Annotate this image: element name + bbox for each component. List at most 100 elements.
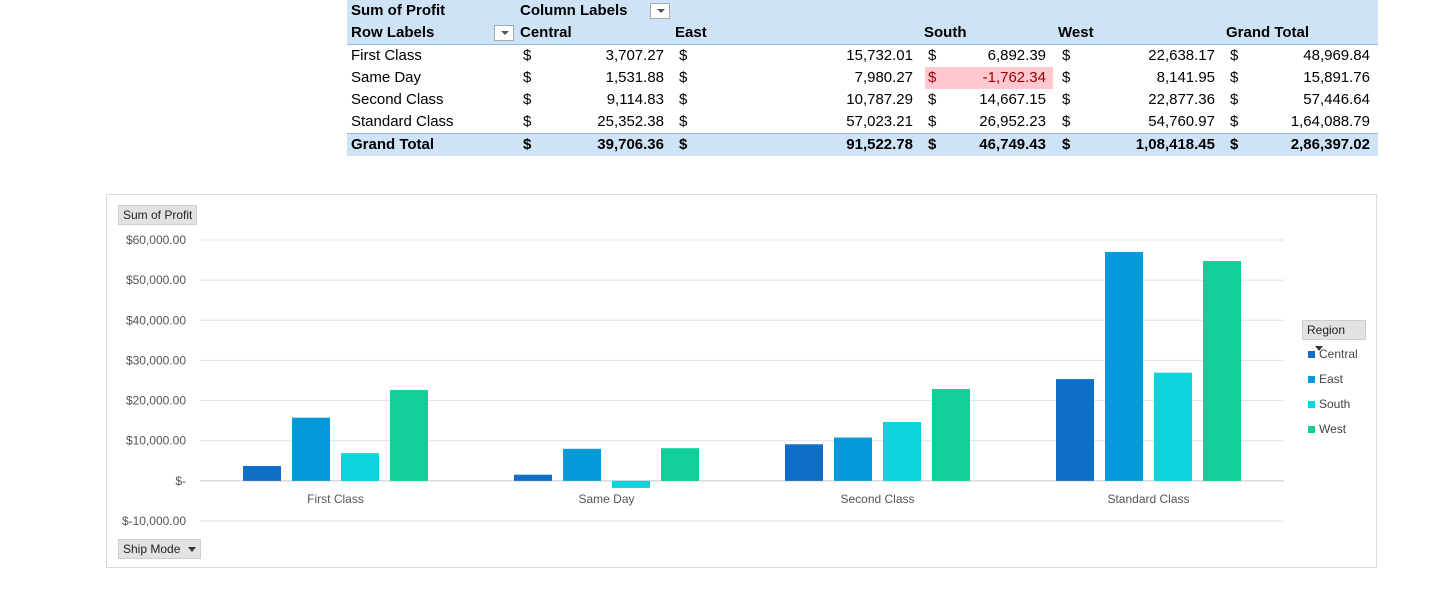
pivot-cell-value[interactable]: 22,638.17 <box>1148 47 1215 64</box>
column-header-south: South <box>924 24 967 41</box>
pivot-row-first-class-label: First Class <box>351 47 422 64</box>
legend-label: East <box>1319 372 1344 386</box>
currency-symbol: $ <box>928 47 937 64</box>
bar-south-same-day <box>612 480 650 488</box>
y-tick-label: $10,000.00 <box>126 434 186 448</box>
pivot-values-label: Sum of Profit <box>351 2 446 19</box>
currency-symbol: $ <box>679 91 688 108</box>
currency-symbol: $ <box>1062 136 1071 153</box>
sum-of-profit-field-button[interactable]: Sum of Profit <box>118 205 198 225</box>
currency-symbol: $ <box>928 69 937 86</box>
chevron-down-icon <box>1315 346 1323 352</box>
bar-west-same-day <box>661 448 699 481</box>
pivot-cell-value[interactable]: -1,762.34 <box>982 69 1046 86</box>
column-header-grand-total: Grand Total <box>1226 24 1310 41</box>
currency-symbol: $ <box>1062 69 1071 86</box>
currency-symbol: $ <box>1062 113 1071 130</box>
currency-symbol: $ <box>523 113 532 130</box>
pivot-cell-value[interactable]: 14,667.15 <box>979 91 1046 108</box>
bar-west-standard-class <box>1203 261 1241 481</box>
bar-south-second-class <box>883 421 921 481</box>
pivot-cell-value[interactable]: 57,023.21 <box>846 113 913 130</box>
pivot-cell-value[interactable]: 39,706.36 <box>597 136 664 153</box>
currency-symbol: $ <box>1062 47 1071 64</box>
column-labels-label: Column Labels <box>520 2 628 19</box>
pivot-table: Sum of Profit Column Labels Row Labels C… <box>347 0 1378 156</box>
pivot-row-second-class: Second Class $9,114.83 $10,787.29 $14,667.1… <box>347 89 1378 111</box>
ship-mode-field-button[interactable]: Ship Mode <box>118 539 202 559</box>
pivot-header-row-2: Row Labels Central East South West Grand… <box>347 22 1378 45</box>
currency-symbol: $ <box>679 136 688 153</box>
currency-symbol: $ <box>1230 91 1239 108</box>
chart-plot: $60,000.00 $50,000.00 $40,000.00 $30,000.00… <box>122 233 1284 528</box>
y-tick-label: $50,000.00 <box>126 273 186 287</box>
column-labels-filter-button[interactable] <box>650 3 670 19</box>
pivot-cell-value[interactable]: 1,64,088.79 <box>1290 113 1370 130</box>
bar-west-second-class <box>932 389 970 481</box>
pivot-cell-value[interactable]: 46,749.43 <box>979 136 1046 153</box>
pivot-row-same-day-label: Same Day <box>351 69 422 86</box>
bar-west-first-class <box>390 389 428 481</box>
currency-symbol: $ <box>1062 91 1071 108</box>
bar-south-first-class <box>341 453 379 481</box>
legend-item-central[interactable]: Central <box>1302 342 1366 367</box>
y-tick-label: $30,000.00 <box>126 353 186 367</box>
pivot-row-standard-class: Standard Class $25,352.38 $57,023.21 $26,95… <box>347 111 1378 133</box>
currency-symbol: $ <box>928 113 937 130</box>
pivot-cell-value[interactable]: 48,969.84 <box>1303 47 1370 64</box>
pivot-cell-value[interactable]: 91,522.78 <box>846 136 913 153</box>
y-tick-label: $60,000.00 <box>126 233 186 247</box>
pivot-cell-value[interactable]: 15,732.01 <box>846 47 913 64</box>
bar-east-second-class <box>834 437 872 481</box>
ship-mode-field-label: Ship Mode <box>123 542 181 556</box>
x-category-label: Standard Class <box>1107 492 1189 506</box>
legend-swatch <box>1308 351 1315 358</box>
column-header-central: Central <box>520 24 572 41</box>
pivot-cell-value[interactable]: 57,446.64 <box>1303 91 1370 108</box>
bar-central-standard-class <box>1056 379 1094 481</box>
y-tick-label: $-10,000.00 <box>122 514 186 528</box>
column-header-west: West <box>1058 24 1094 41</box>
pivot-cell-value[interactable]: 9,114.83 <box>606 91 664 108</box>
region-field-button[interactable]: Region <box>1302 320 1366 352</box>
legend-item-east[interactable]: East <box>1302 367 1366 392</box>
pivot-cell-value[interactable]: 2,86,397.02 <box>1290 136 1370 153</box>
currency-symbol: $ <box>928 136 937 153</box>
pivot-cell-value[interactable]: 15,891.76 <box>1303 69 1370 86</box>
bar-east-same-day <box>563 448 601 481</box>
pivot-cell-value[interactable]: 10,787.29 <box>846 91 913 108</box>
currency-symbol: $ <box>1230 69 1239 86</box>
pivot-grand-total-row-label: Grand Total <box>351 136 435 153</box>
legend-item-west[interactable]: West <box>1302 417 1366 442</box>
row-labels-filter-button[interactable] <box>494 25 514 41</box>
negative-value-highlight <box>925 67 1053 89</box>
currency-symbol: $ <box>1230 47 1239 64</box>
currency-symbol: $ <box>523 69 532 86</box>
pivot-cell-value[interactable]: 7,980.27 <box>854 69 913 86</box>
y-tick-label: $- <box>175 474 186 488</box>
y-tick-label: $40,000.00 <box>126 313 186 327</box>
currency-symbol: $ <box>1230 113 1239 130</box>
pivot-cell-value[interactable]: 1,531.88 <box>605 69 664 86</box>
legend-item-south[interactable]: South <box>1302 392 1366 417</box>
sum-of-profit-field-label: Sum of Profit <box>123 208 193 222</box>
currency-symbol: $ <box>679 47 688 64</box>
currency-symbol: $ <box>679 69 688 86</box>
currency-symbol: $ <box>1230 136 1239 153</box>
pivot-cell-value[interactable]: 25,352.38 <box>597 113 664 130</box>
currency-symbol: $ <box>928 91 937 108</box>
pivot-chart[interactable]: $60,000.00 $50,000.00 $40,000.00 $30,000.00… <box>106 194 1377 568</box>
pivot-grand-total-row: Grand Total $39,706.36 $91,522.78 $46,749.4… <box>347 133 1378 156</box>
legend-label: Central <box>1319 347 1358 361</box>
chart-legend: Region Central East South West <box>1302 320 1366 442</box>
pivot-cell-value[interactable]: 22,877.36 <box>1148 91 1215 108</box>
pivot-cell-value[interactable]: 26,952.23 <box>979 113 1046 130</box>
pivot-cell-value[interactable]: 1,08,418.45 <box>1135 136 1215 153</box>
pivot-cell-value[interactable]: 3,707.27 <box>605 47 664 64</box>
x-category-label: Same Day <box>578 492 634 506</box>
pivot-row-same-day: Same Day $1,531.88 $7,980.27 $ -1,762.34 $8,1… <box>347 67 1378 89</box>
pivot-cell-value[interactable]: 6,892.39 <box>987 47 1046 64</box>
pivot-cell-value[interactable]: 54,760.97 <box>1148 113 1215 130</box>
pivot-cell-value[interactable]: 8,141.95 <box>1156 69 1215 86</box>
bar-east-first-class <box>292 417 330 481</box>
